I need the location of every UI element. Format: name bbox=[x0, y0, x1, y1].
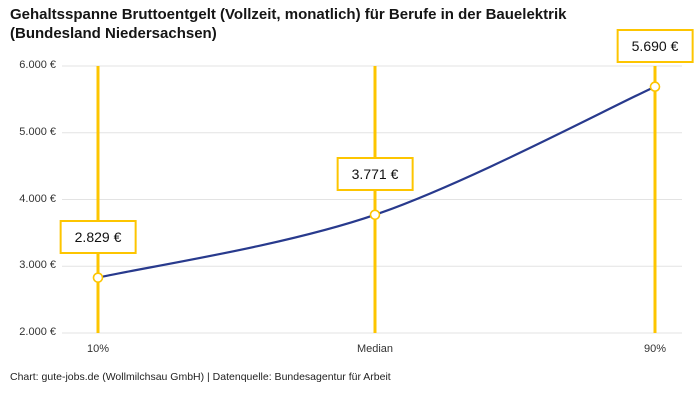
chart-footer: Chart: gute-jobs.de (Wollmilchsau GmbH) … bbox=[10, 371, 391, 383]
data-point-marker bbox=[369, 209, 381, 221]
x-axis-tick-label: 90% bbox=[643, 343, 667, 355]
value-label: 5.690 € bbox=[616, 28, 694, 63]
chart-title: Gehaltsspanne Bruttoentgelt (Vollzeit, m… bbox=[10, 5, 670, 43]
y-axis-tick-label: 3.000 € bbox=[19, 259, 56, 272]
y-axis-tick-label: 5.000 € bbox=[19, 125, 56, 138]
y-axis-tick-label: 4.000 € bbox=[19, 192, 56, 205]
y-axis-tick-label: 6.000 € bbox=[19, 59, 56, 71]
data-point-marker bbox=[92, 272, 104, 283]
chart-title-line1: Gehaltsspanne Bruttoentgelt (Vollzeit, m… bbox=[10, 6, 567, 23]
x-axis-tick-label: 10% bbox=[86, 343, 110, 355]
y-axis-tick-label: 2.000 € bbox=[19, 326, 56, 338]
data-point-marker bbox=[649, 81, 661, 92]
x-axis-tick-label: Median bbox=[356, 343, 394, 355]
chart-title-line2: (Bundesland Niedersachsen) bbox=[10, 25, 217, 43]
value-label: 3.771 € bbox=[336, 156, 414, 191]
value-label: 2.829 € bbox=[59, 219, 137, 254]
